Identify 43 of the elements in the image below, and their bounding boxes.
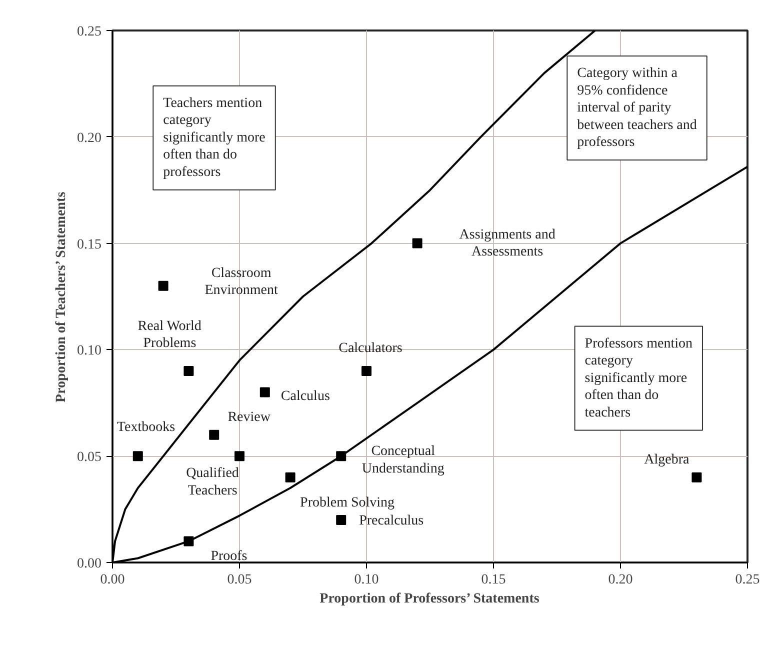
annotation: Teachers mention category significantly more often than do professors — [163, 96, 266, 180]
x-tick-label: 0.15 — [481, 572, 506, 588]
annotation: Professors mention category significantly more often than do teachers — [584, 336, 692, 420]
annotation: Real World Problems — [138, 318, 202, 352]
annotation: Calculators — [338, 340, 402, 356]
y-tick-label: 0.10 — [77, 344, 102, 359]
x-tick-label: 0.20 — [608, 572, 633, 588]
annotation: Qualified Teachers — [186, 466, 239, 498]
annotation: Textbooks — [116, 420, 176, 436]
annotation: Assignments and Assessments — [459, 227, 556, 260]
x-tick-label: 0.05 — [227, 572, 252, 588]
y-tick-label: 0.05 — [77, 450, 102, 466]
point — [184, 366, 194, 376]
x-tick-label: 0.10 — [354, 572, 379, 588]
annotation: Review — [228, 410, 272, 425]
annotation: Precalculus — [359, 513, 424, 528]
point — [285, 472, 296, 482]
point — [209, 430, 220, 440]
point — [234, 451, 244, 462]
annotation: Classroom Environment — [204, 266, 278, 298]
point — [336, 451, 346, 462]
annotation: Calculus — [280, 388, 330, 404]
y-tick-label: 0.00 — [77, 556, 102, 572]
annotation: Category within a 95% confidence interval of parity between teachers and professors — [577, 66, 697, 150]
y-tick-label: 0.15 — [77, 237, 102, 252]
y-tick-label: 0.20 — [77, 130, 102, 146]
point — [184, 536, 194, 546]
point — [132, 451, 143, 462]
point — [692, 472, 702, 482]
point — [260, 387, 270, 398]
y-axis-title: Proportion of Teachers’ Statements — [54, 191, 69, 402]
x-tick-label: 0.00 — [100, 572, 125, 588]
x-tick-label: 0.25 — [735, 572, 760, 588]
annotation: Problem Solving — [300, 495, 395, 510]
y-tick-label: 0.25 — [77, 24, 102, 40]
point — [336, 514, 346, 525]
point — [158, 280, 168, 291]
x-axis-title: Proportion of Professors’ Statements — [320, 592, 540, 606]
annotation: Conceptual Understanding — [362, 444, 444, 476]
point — [412, 238, 422, 248]
point — [362, 366, 372, 376]
annotation: Algebra — [644, 452, 690, 468]
annotation: Proofs — [210, 549, 248, 564]
